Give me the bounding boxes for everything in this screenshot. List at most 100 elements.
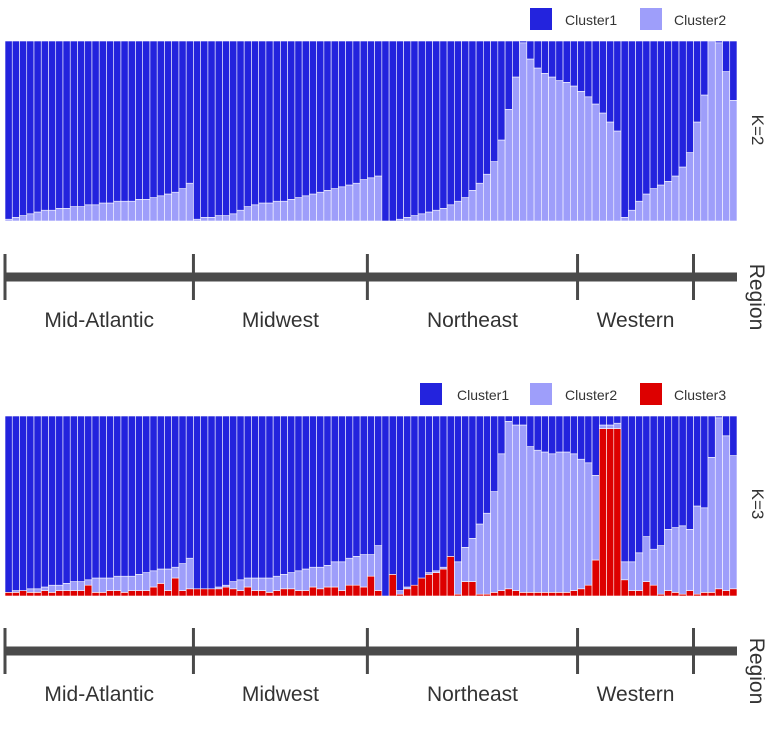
bar-segment-cluster1: [62, 415, 71, 584]
bar-segment-cluster1: [149, 415, 158, 572]
bar-segment-cluster1: [222, 40, 230, 216]
bar-segment-cluster1: [656, 415, 665, 546]
bar-segment-cluster1: [627, 415, 636, 563]
bar-segment-cluster3: [127, 590, 136, 597]
bar-segment-cluster1: [700, 40, 709, 96]
bar-segment-cluster3: [164, 590, 172, 597]
bar-segment-cluster1: [613, 415, 622, 424]
bar-segment-cluster2: [555, 451, 564, 593]
bar-segment-cluster2: [40, 586, 49, 591]
bar-segment-cluster1: [280, 415, 288, 575]
legend-label-cluster2: Cluster2: [674, 12, 726, 28]
bar-segment-cluster2: [135, 574, 144, 591]
bar-segment-cluster2: [483, 173, 491, 222]
bar-segment-cluster2: [207, 217, 216, 222]
bar-segment-cluster2: [280, 574, 288, 590]
bar-segment-cluster1: [410, 415, 419, 586]
bar-segment-cluster2: [33, 211, 42, 222]
bar-segment-cluster1: [359, 40, 368, 180]
bar-segment-cluster2: [584, 96, 593, 222]
bar-segment-cluster1: [432, 40, 441, 211]
bar-segment-cluster3: [200, 588, 209, 597]
bar-segment-cluster2: [48, 209, 57, 222]
bar-segment-cluster2: [533, 449, 542, 593]
bar-segment-cluster1: [77, 40, 86, 207]
bar-segment-cluster1: [40, 40, 49, 211]
bar-segment-cluster1: [541, 415, 549, 453]
bar-segment-cluster2: [548, 76, 557, 222]
bar-segment-cluster1: [591, 40, 600, 105]
bar-segment-cluster1: [113, 40, 122, 202]
bar-segment-cluster1: [113, 415, 122, 577]
bar-segment-cluster1: [214, 415, 223, 588]
bar-segment-cluster2: [664, 181, 673, 222]
bar-segment-cluster2: [613, 130, 622, 222]
bar-segment-cluster2: [642, 193, 651, 222]
bar-segment-cluster2: [98, 202, 107, 222]
bar-segment-cluster2: [164, 568, 172, 591]
bar-segment-cluster2: [714, 417, 723, 590]
bar-segment-cluster1: [309, 40, 317, 195]
bar-segment-cluster1: [11, 415, 20, 591]
region-label: Northeast: [427, 309, 518, 332]
bar-segment-cluster2: [359, 554, 368, 588]
bar-segment-cluster2: [577, 91, 586, 222]
bar-segment-cluster1: [475, 415, 484, 525]
bar-segment-cluster1: [316, 415, 325, 568]
bar-segment-cluster2: [98, 577, 107, 593]
bar-segment-cluster1: [403, 415, 412, 588]
bar-segment-cluster1: [606, 415, 615, 426]
bar-segment-cluster2: [309, 566, 317, 588]
bar-segment-cluster1: [642, 415, 651, 537]
bar-segment-cluster2: [77, 206, 86, 222]
bar-segment-cluster1: [446, 415, 455, 557]
bar-segment-cluster3: [606, 428, 615, 597]
bar-segment-cluster1: [671, 40, 680, 177]
bar-segment-cluster2: [483, 512, 491, 595]
bar-segment-cluster1: [555, 415, 564, 453]
bar-segment-cluster2: [345, 557, 354, 586]
bar-segment-cluster1: [381, 415, 390, 597]
bar-segment-cluster2: [309, 193, 317, 222]
bar-segment-cluster3: [700, 592, 709, 597]
bar-segment-cluster3: [236, 590, 245, 597]
bar-segment-cluster2: [693, 121, 702, 222]
bar-segment-cluster2: [77, 581, 86, 591]
bar-segment-cluster1: [454, 415, 462, 563]
bar-segment-cluster2: [287, 199, 296, 222]
bar-segment-cluster2: [367, 554, 375, 577]
bar-segment-cluster2: [468, 538, 477, 582]
bar-segment-cluster3: [504, 588, 513, 597]
bar-segment-cluster3: [649, 584, 658, 597]
bar-segment-cluster1: [671, 415, 680, 528]
bar-segment-cluster2: [497, 139, 506, 222]
region-axis-k3: Mid-Atlantic Midwest Northeast Western Regio…: [3, 628, 765, 706]
bar-segment-cluster1: [222, 415, 230, 586]
bar-segment-cluster2: [577, 458, 586, 590]
bar-segment-cluster1: [280, 40, 288, 202]
bar-segment-cluster1: [439, 40, 448, 209]
bar-segment-cluster1: [722, 415, 731, 437]
bar-segment-cluster1: [69, 415, 78, 582]
bar-segment-cluster1: [468, 415, 477, 539]
bar-segment-cluster3: [265, 592, 274, 597]
bar-segment-cluster3: [156, 583, 165, 597]
bar-segment-cluster3: [512, 590, 520, 597]
bar-segment-cluster2: [113, 575, 122, 591]
bar-segment-cluster2: [222, 215, 230, 222]
bar-segment-cluster1: [243, 415, 252, 579]
legend-label-cluster1: Cluster1: [457, 387, 509, 403]
bar-segment-cluster1: [374, 40, 383, 177]
bar-segment-cluster2: [127, 200, 136, 222]
bar-segment-cluster1: [178, 40, 187, 189]
bar-segment-cluster2: [33, 588, 42, 593]
bar-segment-cluster3: [301, 590, 310, 597]
bar-segment-cluster2: [562, 451, 571, 593]
bar-segment-cluster3: [613, 428, 622, 597]
bar-segment-cluster2: [280, 200, 288, 222]
bar-segment-cluster3: [243, 586, 252, 597]
bar-segment-cluster1: [570, 40, 578, 87]
bar-segment-cluster2: [301, 195, 310, 222]
bar-segment-cluster1: [468, 40, 477, 191]
bar-segment-cluster1: [26, 40, 35, 215]
